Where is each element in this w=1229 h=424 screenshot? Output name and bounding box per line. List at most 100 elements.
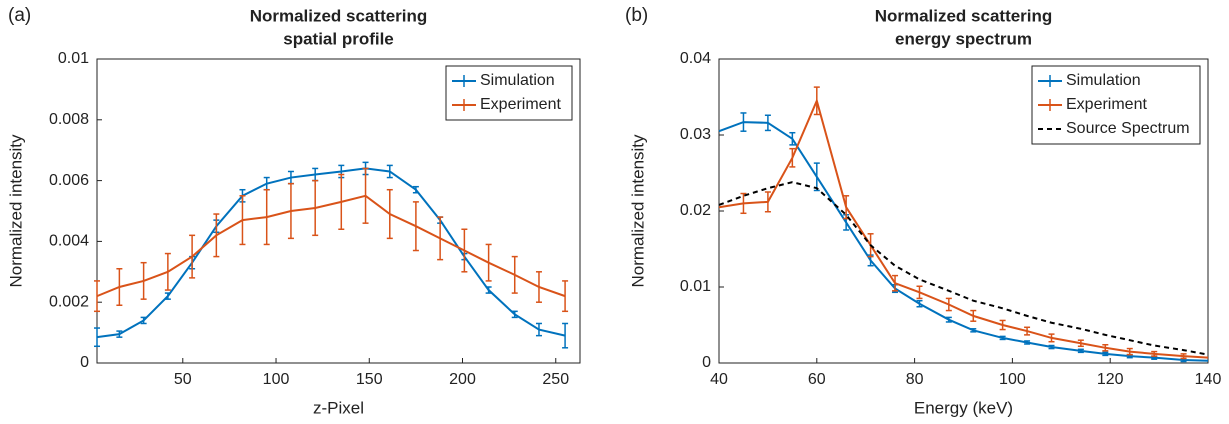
error-bar bbox=[189, 234, 196, 279]
error-bar bbox=[813, 86, 820, 116]
series-line bbox=[96, 194, 566, 298]
y-tick-label: 0.004 bbox=[49, 233, 89, 250]
error-bar bbox=[94, 280, 100, 313]
error-bar bbox=[892, 274, 899, 292]
error-bar bbox=[789, 131, 796, 146]
error-bar bbox=[1102, 351, 1109, 357]
y-tick-label: 0.03 bbox=[680, 126, 711, 143]
x-tick-label: 100 bbox=[999, 371, 1026, 388]
x-tick-label: 150 bbox=[356, 371, 383, 388]
error-bar bbox=[813, 162, 820, 192]
error-bar bbox=[164, 252, 171, 291]
error-bar bbox=[1024, 340, 1031, 345]
panel-label: (b) bbox=[625, 5, 648, 26]
error-bar bbox=[562, 280, 569, 313]
error-bar bbox=[970, 328, 977, 333]
chart-title: Normalized scattering bbox=[875, 6, 1053, 25]
error-bar bbox=[945, 297, 952, 312]
x-tick-label: 60 bbox=[808, 371, 826, 388]
error-bar bbox=[312, 179, 319, 237]
y-axis-label: Normalized intensity bbox=[628, 134, 647, 288]
chart-subtitle: spatial profile bbox=[283, 29, 394, 48]
error-bar bbox=[116, 268, 123, 306]
y-tick-label: 0 bbox=[80, 354, 89, 371]
error-bar bbox=[764, 114, 771, 132]
error-bar bbox=[164, 292, 171, 300]
x-tick-label: 140 bbox=[1195, 371, 1222, 388]
error-bar bbox=[412, 185, 419, 194]
legend-label: Simulation bbox=[1066, 72, 1141, 89]
plot-frame bbox=[718, 58, 1209, 364]
series-line bbox=[718, 97, 1209, 359]
x-tick-label: 50 bbox=[174, 371, 192, 388]
error-bar bbox=[945, 316, 952, 323]
series-line bbox=[96, 167, 566, 339]
error-bar bbox=[239, 195, 246, 246]
x-tick-label: 100 bbox=[263, 371, 290, 388]
error-bar bbox=[916, 285, 923, 300]
y-tick-label: 0.006 bbox=[49, 172, 89, 189]
error-bar bbox=[412, 201, 419, 252]
chart-subtitle: energy spectrum bbox=[895, 29, 1032, 48]
error-bar bbox=[916, 299, 923, 308]
error-bar bbox=[1024, 326, 1031, 336]
y-tick-label: 0.01 bbox=[680, 278, 711, 295]
x-tick-label: 120 bbox=[1097, 371, 1124, 388]
error-bar bbox=[485, 243, 492, 282]
error-bar bbox=[1077, 339, 1084, 348]
error-bar bbox=[764, 191, 771, 213]
error-bar bbox=[511, 255, 518, 294]
error-bar bbox=[140, 316, 147, 325]
error-bar bbox=[94, 327, 100, 348]
error-bar bbox=[140, 261, 147, 300]
y-tick-label: 0.008 bbox=[49, 111, 89, 128]
y-axis-label: Normalized intensity bbox=[6, 134, 25, 288]
y-tick-label: 0 bbox=[702, 354, 711, 371]
error-bar bbox=[1151, 350, 1158, 357]
y-tick-label: 0.01 bbox=[58, 50, 89, 67]
error-bar bbox=[1126, 347, 1133, 356]
error-bar bbox=[562, 322, 569, 349]
error-bar bbox=[1048, 333, 1055, 343]
error-bar bbox=[461, 228, 468, 273]
error-bar bbox=[213, 213, 220, 258]
x-axis-label: z-Pixel bbox=[313, 398, 364, 417]
error-bar bbox=[740, 192, 747, 215]
error-bar bbox=[386, 164, 393, 179]
error-bar bbox=[535, 271, 542, 303]
x-axis-label: Energy (keV) bbox=[914, 398, 1013, 417]
error-bar bbox=[789, 147, 796, 168]
panel-label: (a) bbox=[8, 5, 31, 26]
legend-label: Simulation bbox=[480, 72, 555, 89]
error-bar bbox=[263, 188, 270, 246]
error-bar bbox=[1048, 344, 1055, 350]
error-bar bbox=[535, 322, 542, 337]
x-tick-label: 40 bbox=[710, 371, 728, 388]
error-bar bbox=[437, 216, 444, 261]
legend-label: Experiment bbox=[1066, 96, 1147, 113]
plot-frame bbox=[96, 58, 581, 364]
y-tick-label: 0.002 bbox=[49, 293, 89, 310]
x-tick-label: 80 bbox=[906, 371, 924, 388]
error-bar bbox=[485, 286, 492, 294]
series-line bbox=[718, 181, 1209, 356]
error-bar bbox=[338, 173, 345, 230]
error-bar bbox=[386, 188, 393, 240]
error-bar bbox=[1102, 344, 1109, 352]
y-tick-label: 0.02 bbox=[680, 202, 711, 219]
error-bar bbox=[999, 319, 1006, 331]
chart-title: Normalized scattering bbox=[250, 6, 428, 25]
legend-box bbox=[445, 65, 573, 121]
error-bar bbox=[362, 167, 369, 224]
error-bar bbox=[1180, 353, 1187, 360]
x-tick-label: 250 bbox=[542, 371, 569, 388]
error-bar bbox=[511, 310, 518, 319]
error-bar bbox=[999, 335, 1006, 341]
error-bar bbox=[116, 330, 123, 338]
legend-label: Source Spectrum bbox=[1066, 120, 1190, 137]
legend-label: Experiment bbox=[480, 96, 561, 113]
error-bar bbox=[1077, 348, 1084, 354]
x-tick-label: 200 bbox=[449, 371, 476, 388]
error-bar bbox=[287, 182, 294, 240]
